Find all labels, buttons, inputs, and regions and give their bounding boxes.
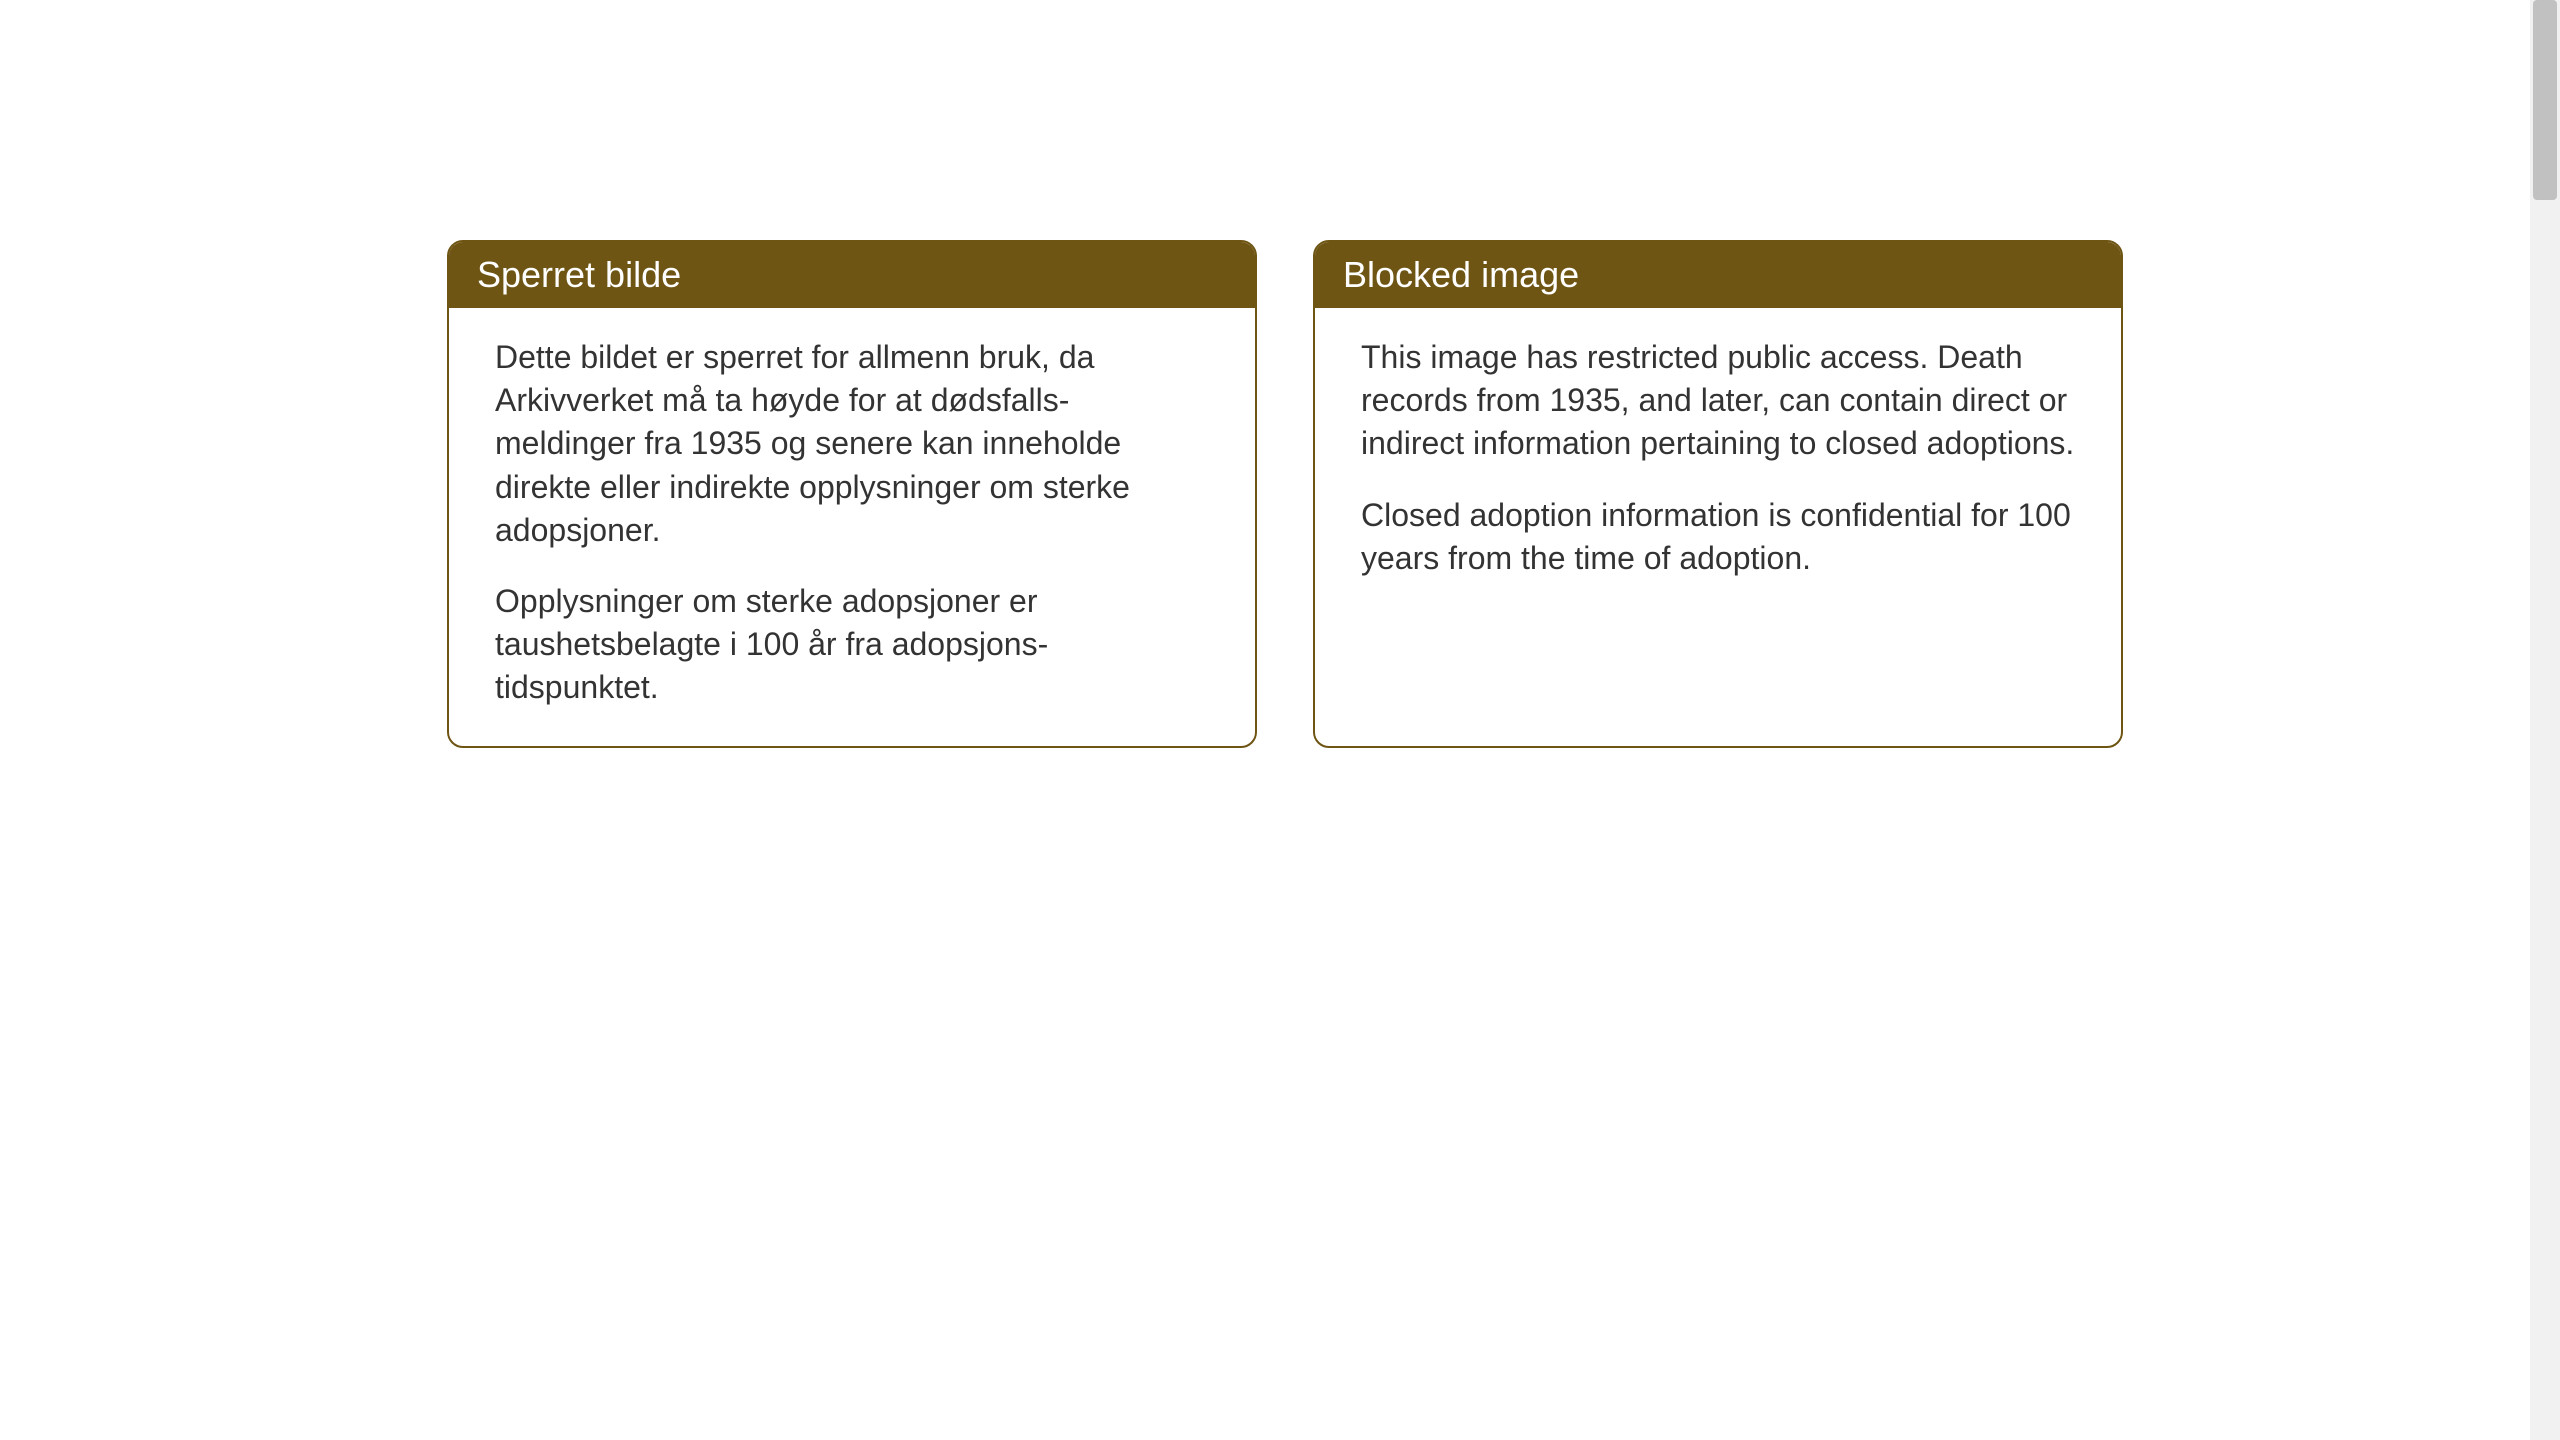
scrollbar-thumb[interactable] — [2533, 0, 2557, 200]
english-paragraph-2: Closed adoption information is confident… — [1361, 494, 2075, 580]
norwegian-paragraph-1: Dette bildet er sperret for allmenn bruk… — [495, 336, 1209, 552]
norwegian-card-title: Sperret bilde — [449, 242, 1255, 308]
norwegian-card-body: Dette bildet er sperret for allmenn bruk… — [449, 308, 1255, 746]
notice-container: Sperret bilde Dette bildet er sperret fo… — [447, 240, 2123, 748]
norwegian-paragraph-2: Opplysninger om sterke adopsjoner er tau… — [495, 580, 1209, 710]
english-card-title: Blocked image — [1315, 242, 2121, 308]
norwegian-notice-card: Sperret bilde Dette bildet er sperret fo… — [447, 240, 1257, 748]
english-card-body: This image has restricted public access.… — [1315, 308, 2121, 616]
vertical-scrollbar[interactable] — [2530, 0, 2560, 1440]
english-paragraph-1: This image has restricted public access.… — [1361, 336, 2075, 466]
english-notice-card: Blocked image This image has restricted … — [1313, 240, 2123, 748]
